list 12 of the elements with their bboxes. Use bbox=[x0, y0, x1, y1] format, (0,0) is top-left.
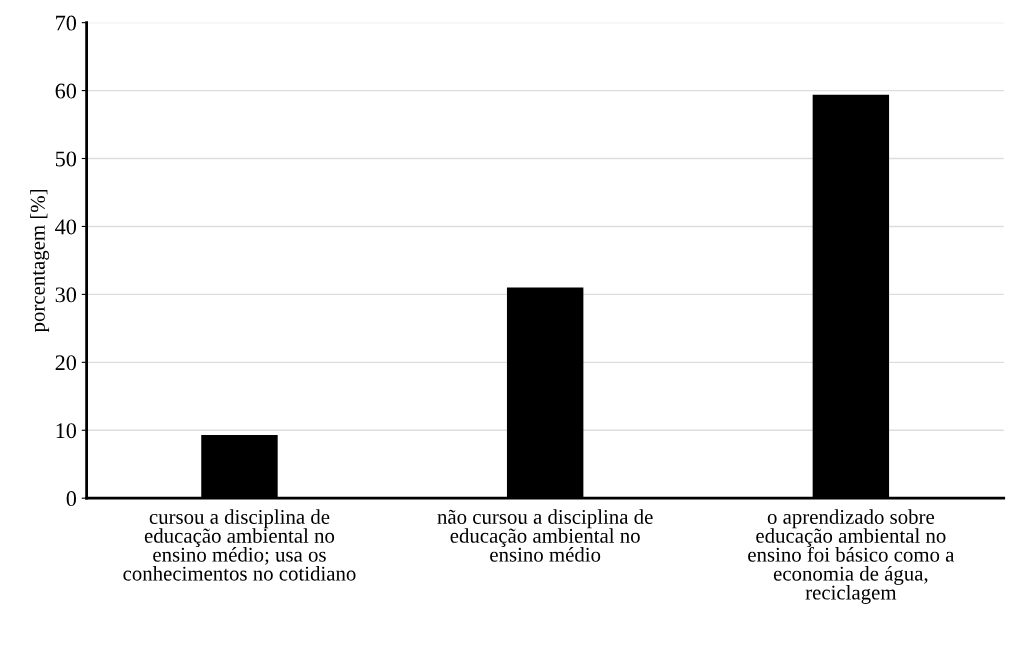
y-tick-label: 0 bbox=[66, 491, 77, 507]
y-tick-label: 60 bbox=[55, 83, 77, 99]
y-tick-label: 30 bbox=[55, 287, 77, 303]
x-tick-label: não cursou a disciplina de educação ambiental no ensino médio bbox=[437, 509, 653, 562]
y-tick-label: 50 bbox=[55, 151, 77, 167]
y-tick-label: 20 bbox=[55, 355, 77, 371]
y-tick-label: 70 bbox=[56, 15, 77, 31]
y-tick-label: 40 bbox=[55, 219, 77, 235]
x-tick-label: o aprendizado sobre educação ambiental no ensino foi básico como a economia de água, reciclagem bbox=[748, 509, 955, 604]
y-tick-label: 10 bbox=[56, 423, 77, 439]
x-tick-label: cursou a disciplina de educação ambiental no ensino médio; usa os conhecimentos no cotidiano bbox=[123, 509, 356, 581]
y-axis-title: porcentagem [%] bbox=[30, 189, 50, 333]
